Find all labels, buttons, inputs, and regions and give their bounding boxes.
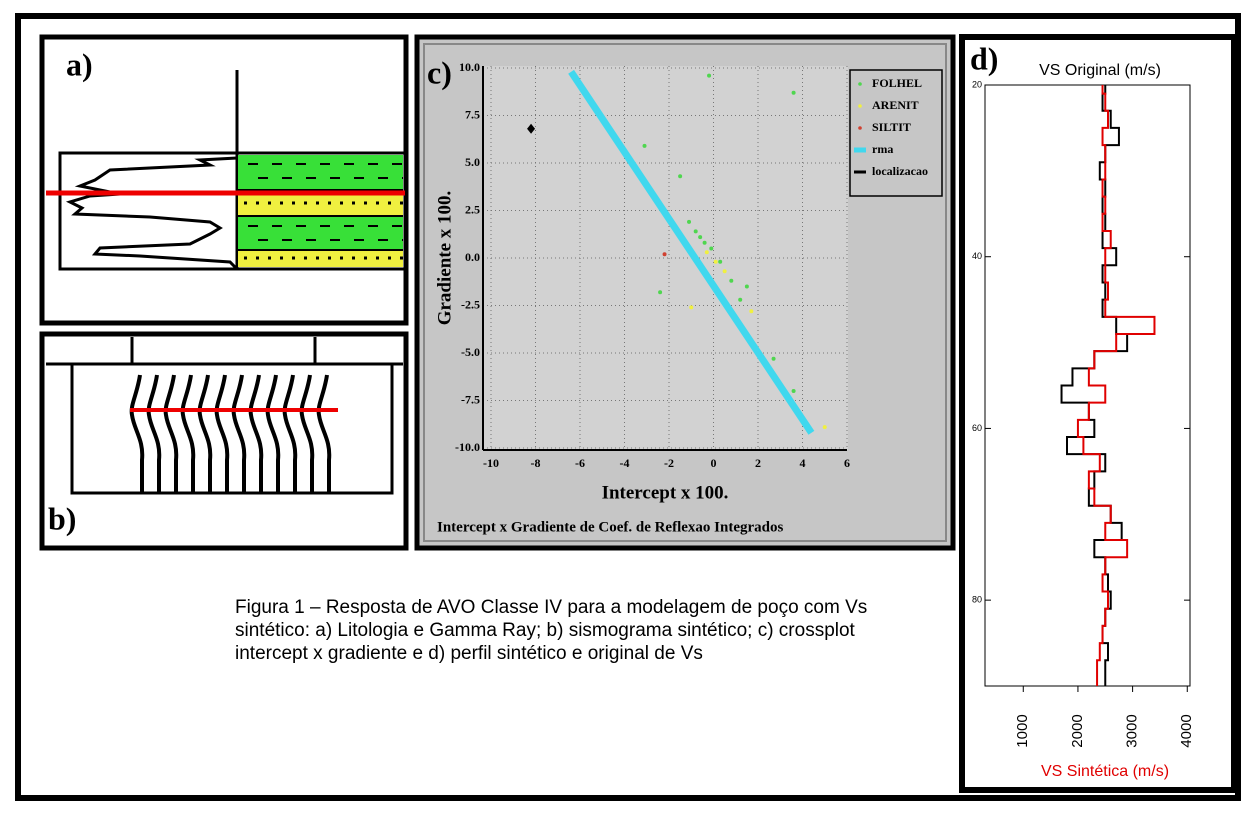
legend-box [849, 69, 943, 197]
trace [299, 374, 315, 492]
y-tick-label: 40 [972, 251, 982, 261]
data-point [718, 259, 723, 264]
legend-label: ARENIT [872, 98, 919, 112]
panel-c [414, 34, 956, 551]
y-tick-label: 60 [972, 423, 982, 433]
y-tick-label: -7.5 [461, 392, 480, 406]
data-point [822, 425, 827, 430]
outer-frame [15, 13, 1241, 801]
x-tick-label: -2 [664, 456, 674, 470]
plot-frame [984, 84, 1191, 687]
x-tick-label: 2000 [1069, 714, 1086, 747]
regression-line [568, 69, 815, 435]
legend-swatch [858, 126, 862, 130]
trace [129, 374, 145, 492]
x-tick-label: 6 [844, 456, 850, 470]
y-tick-label: 10.0 [459, 60, 480, 74]
panel-label: b) [48, 500, 76, 536]
data-point [698, 235, 703, 240]
data-point [678, 174, 683, 179]
data-point [738, 297, 743, 302]
x-tick-label: 2 [755, 456, 761, 470]
x-tick-label: 0 [711, 456, 717, 470]
y-tick-label: 2.5 [465, 202, 480, 216]
legend-swatch [858, 82, 862, 86]
trace [146, 374, 162, 492]
location-marker [527, 123, 536, 134]
trace [282, 374, 298, 492]
trace [180, 374, 196, 492]
data-point [771, 356, 776, 361]
trace [316, 374, 332, 492]
data-point [689, 305, 694, 310]
panel-label: a) [66, 46, 93, 82]
data-point [709, 246, 714, 251]
data-point [729, 278, 734, 283]
trace [197, 374, 213, 492]
y-tick-label: 0.0 [465, 250, 480, 264]
y-tick-label: 20 [972, 79, 982, 89]
x-axis-title: VS Sintética (m/s) [1041, 763, 1169, 780]
data-point [749, 309, 754, 314]
chart-subtitle: Intercept x Gradiente de Coef. de Reflex… [437, 519, 783, 535]
y-tick-label: -5.0 [461, 345, 480, 359]
legend-label: rma [872, 142, 893, 156]
x-tick-label: 4 [800, 456, 806, 470]
x-tick-label: -8 [531, 456, 541, 470]
x-tick-label: 4000 [1178, 714, 1195, 747]
x-tick-label: 1000 [1014, 714, 1031, 747]
trace [265, 374, 281, 492]
data-point [791, 90, 796, 95]
data-point [744, 284, 749, 289]
legend-label: localizacao [872, 164, 928, 178]
y-tick-label: -2.5 [461, 297, 480, 311]
data-point [693, 229, 698, 234]
x-tick-label: 3000 [1124, 714, 1141, 747]
y-tick-label: 7.5 [465, 107, 480, 121]
data-point [662, 252, 667, 257]
data-point [687, 219, 692, 224]
y-tick-label: 80 [972, 595, 982, 605]
x-tick-label: -6 [575, 456, 585, 470]
trace [248, 374, 264, 492]
x-tick-label: -4 [620, 456, 630, 470]
y-tick-label: -10.0 [455, 440, 480, 454]
x-axis-title: Intercept x 100. [602, 482, 729, 503]
y-tick-label: 5.0 [465, 155, 480, 169]
legend-label: FOLHEL [872, 76, 922, 90]
data-point [791, 389, 796, 393]
data-point [722, 269, 727, 274]
panel-label: d) [970, 40, 998, 76]
legend-swatch [858, 104, 862, 108]
panel-label: c) [427, 54, 452, 90]
x-tick-label: -10 [483, 456, 499, 470]
data-point [707, 73, 712, 78]
data-point [702, 240, 707, 245]
figure-caption: Figura 1 – Resposta de AVO Classe IV par… [235, 597, 868, 664]
data-point [704, 250, 709, 255]
log-curve [1060, 85, 1129, 686]
panel-b: b) [39, 331, 409, 551]
trace [231, 374, 247, 492]
data-point [658, 290, 663, 295]
chart-title: VS Original (m/s) [1039, 62, 1161, 79]
legend-label: SILTIT [872, 120, 911, 134]
data-point [713, 259, 718, 264]
log-curve [1076, 85, 1156, 686]
y-axis-title: Gradiente x 100. [434, 191, 455, 326]
panel-a: a) [39, 34, 409, 326]
trace [163, 374, 179, 492]
data-point [642, 143, 647, 148]
trace [214, 374, 230, 492]
